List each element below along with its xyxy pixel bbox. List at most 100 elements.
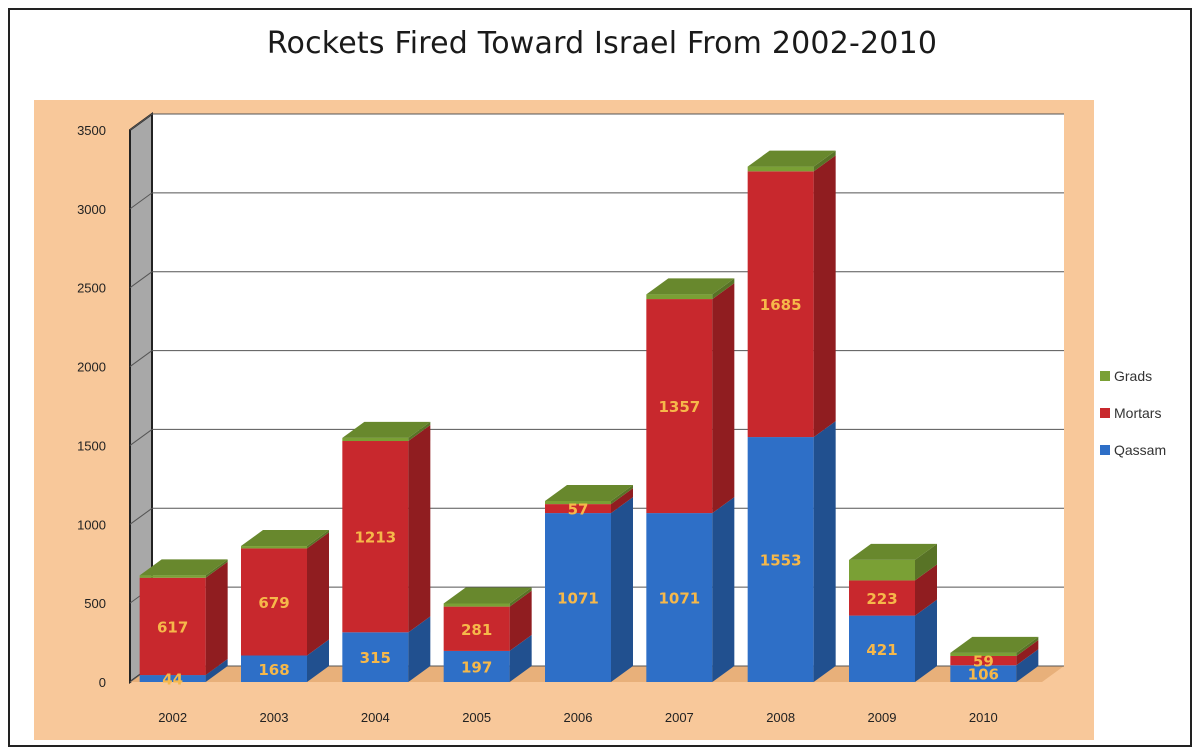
bar-top-2002 xyxy=(139,559,228,576)
bar-side-grads-2009 xyxy=(915,543,937,581)
data-label-mortars-2009: 223 xyxy=(866,590,897,608)
bar-top-2004 xyxy=(342,421,431,438)
bar-side-qassam-2004 xyxy=(408,616,431,682)
legend-swatch-grads xyxy=(1100,371,1110,381)
gridline-side xyxy=(129,271,153,289)
bar-side-grads-2005 xyxy=(509,587,532,607)
bar-grads-2003 xyxy=(241,546,307,549)
y-tick-label: 2500 xyxy=(77,281,106,296)
data-label-mortars-2008: 1685 xyxy=(760,296,802,314)
bar-grads-2009 xyxy=(849,559,915,581)
data-label-qassam-2008: 1553 xyxy=(760,552,802,570)
bar-side-qassam-2010 xyxy=(1016,649,1039,682)
bar-mortars-2002 xyxy=(139,577,206,676)
x-tick-label-2010: 2010 xyxy=(969,710,998,725)
bar-side-qassam-2002 xyxy=(205,659,228,682)
x-tick-label-2006: 2006 xyxy=(564,710,593,725)
data-label-qassam-2009: 421 xyxy=(866,641,897,659)
bar-side-mortars-2010 xyxy=(1016,639,1039,666)
bar-side-mortars-2009 xyxy=(915,564,937,616)
bar-side-grads-2007 xyxy=(712,278,735,300)
bar-mortars-2007 xyxy=(646,299,713,514)
bar-qassam-2005 xyxy=(443,650,510,682)
bar-qassam-2009 xyxy=(849,615,915,682)
bar-grads-2010 xyxy=(950,652,1017,656)
bar-side-qassam-2009 xyxy=(915,599,937,682)
y-tick-label: 1000 xyxy=(77,517,106,532)
bar-side-mortars-2004 xyxy=(408,425,431,633)
gridline-side xyxy=(129,350,153,367)
bar-grads-2006 xyxy=(545,500,611,505)
bar-side-mortars-2007 xyxy=(712,283,735,514)
y-tick-label: 2000 xyxy=(77,360,106,375)
x-tick-label-2002: 2002 xyxy=(158,710,187,725)
data-label-qassam-2004: 315 xyxy=(360,649,391,667)
bar-grads-2007 xyxy=(646,294,713,300)
bar-top-2008 xyxy=(747,150,836,167)
chart-frame: Rockets Fired Toward Israel From 2002-20… xyxy=(8,8,1192,747)
data-label-qassam-2003: 168 xyxy=(258,661,289,679)
bar-top-2010 xyxy=(950,636,1039,653)
bar-top-2009 xyxy=(849,543,937,560)
bar-top-2007 xyxy=(646,278,735,295)
data-label-mortars-2004: 1213 xyxy=(354,529,396,547)
bar-side-qassam-2005 xyxy=(509,634,532,682)
bar-side-grads-2006 xyxy=(611,484,633,505)
bar-mortars-2004 xyxy=(342,441,409,633)
y-tick-label: 500 xyxy=(84,596,106,611)
bar-qassam-2006 xyxy=(545,513,611,682)
bar-side-qassam-2003 xyxy=(307,639,329,682)
stacked-bar-chart: 0 500 1000 1500 2000 2500 3000 3500 44 617 2002 168… xyxy=(34,100,1166,740)
y-tick-label: 3000 xyxy=(77,202,106,217)
bar-qassam-2003 xyxy=(241,655,307,682)
bar-side-mortars-2005 xyxy=(509,590,532,651)
legend-swatch-mortars xyxy=(1100,408,1110,418)
x-tick-label-2005: 2005 xyxy=(462,710,491,725)
data-label-mortars-2005: 281 xyxy=(461,621,492,639)
bar-side-grads-2004 xyxy=(408,421,431,442)
bar-side-mortars-2008 xyxy=(813,155,836,438)
bar-mortars-2008 xyxy=(747,171,814,438)
bar-qassam-2007 xyxy=(646,513,713,682)
bar-side-grads-2008 xyxy=(813,150,836,172)
data-label-qassam-2010: 106 xyxy=(968,666,999,684)
data-label-qassam-2007: 1071 xyxy=(658,590,700,608)
bar-side-grads-2003 xyxy=(307,530,329,549)
bar-top-2003 xyxy=(241,530,329,547)
x-tick-label-2004: 2004 xyxy=(361,710,390,725)
chart-title: Rockets Fired Toward Israel From 2002-20… xyxy=(266,26,938,61)
bar-side-qassam-2007 xyxy=(712,497,735,682)
data-label-qassam-2005: 197 xyxy=(461,658,492,676)
bar-mortars-2010 xyxy=(950,655,1017,666)
data-label-mortars-2006: 57 xyxy=(568,501,589,519)
bar-grads-2008 xyxy=(747,166,814,172)
data-label-mortars-2002: 617 xyxy=(157,618,188,636)
bar-side-qassam-2006 xyxy=(611,497,633,682)
y-tick-label: 0 xyxy=(99,675,106,690)
bar-grads-2004 xyxy=(342,437,409,442)
legend-swatch-qassam xyxy=(1100,445,1110,455)
bar-side-qassam-2008 xyxy=(813,421,836,682)
x-tick-label-2007: 2007 xyxy=(665,710,694,725)
bar-top-2005 xyxy=(443,587,532,604)
gridline-side xyxy=(129,507,153,525)
bar-grads-2002 xyxy=(139,575,206,578)
bar-qassam-2002 xyxy=(139,675,206,682)
legend-label-mortars: Mortars xyxy=(1114,405,1161,421)
gridline-side xyxy=(129,113,153,131)
bar-qassam-2004 xyxy=(342,632,409,682)
bar-qassam-2010 xyxy=(950,665,1017,682)
bar-side-grads-2002 xyxy=(205,559,228,578)
gridline-side xyxy=(129,429,153,446)
x-tick-label-2003: 2003 xyxy=(260,710,289,725)
data-label-mortars-2007: 1357 xyxy=(658,398,700,416)
bar-mortars-2003 xyxy=(241,548,307,656)
bar-side-mortars-2003 xyxy=(307,532,329,656)
data-label-mortars-2003: 679 xyxy=(258,594,289,612)
bar-top-2006 xyxy=(545,484,633,501)
bar-mortars-2009 xyxy=(849,580,915,616)
bar-grads-2005 xyxy=(443,603,510,607)
bar-mortars-2006 xyxy=(545,504,611,514)
bar-side-mortars-2002 xyxy=(205,561,228,676)
bar-side-mortars-2006 xyxy=(611,488,633,514)
